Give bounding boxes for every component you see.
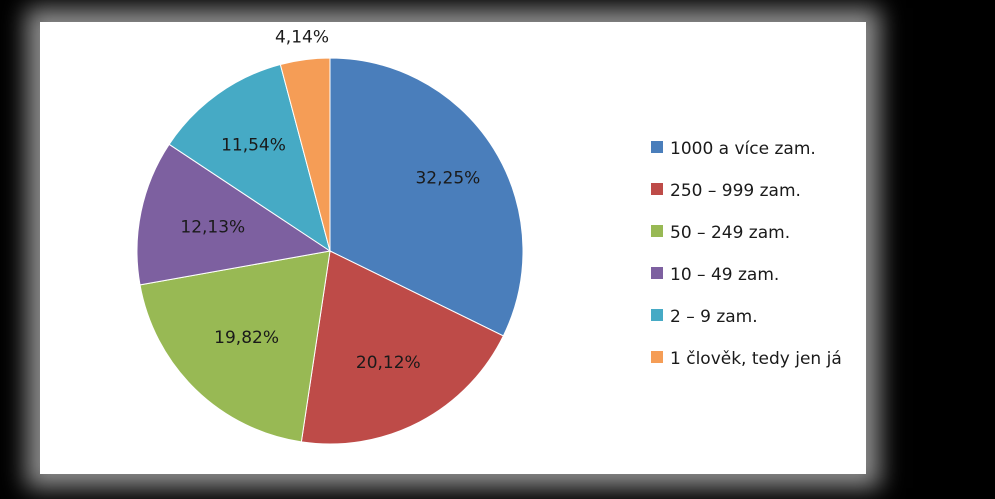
pie-slice-5 [168,63,331,253]
legend-label-5: 2 – 9 zam. [670,307,758,327]
legend: 1000 a více zam. 250 – 999 zam. 50 – 249 z… [651,139,842,369]
data-label-6: 4,14% [275,28,329,48]
pie-slice-2 [300,250,504,445]
legend-label-1: 1000 a více zam. [670,139,816,159]
legend-swatch-3 [651,225,663,237]
data-label-4: 12,13% [180,218,245,238]
data-label-3: 19,82% [214,328,279,348]
pie-slice-4 [136,143,332,286]
pie-slice-1 [329,57,524,337]
legend-label-2: 250 – 999 zam. [670,181,801,201]
pie-slice-3 [139,250,331,443]
data-label-2: 20,12% [356,353,421,373]
pie-slices [136,57,524,445]
legend-label-3: 50 – 249 zam. [670,223,790,243]
pie-data-labels: 32,25% 20,12% 19,82% 12,13% 11,54% 4,14% [180,28,480,373]
legend-swatch-6 [651,351,663,363]
legend-swatch-1 [651,141,663,153]
legend-swatch-5 [651,309,663,321]
legend-swatch-4 [651,267,663,279]
data-label-1: 32,25% [415,169,480,189]
legend-swatch-2 [651,183,663,195]
data-label-5: 11,54% [221,135,286,155]
pie-slice-6 [279,57,331,252]
legend-label-4: 10 – 49 zam. [670,265,779,285]
legend-label-6: 1 člověk, tedy jen já [670,349,842,369]
